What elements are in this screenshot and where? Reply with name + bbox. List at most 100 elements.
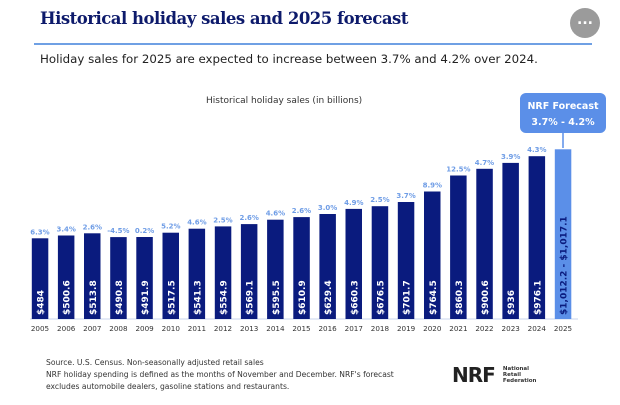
footnote-definition: NRF holiday spending is defined as the m… bbox=[46, 370, 394, 379]
x-tick-label: 2008 bbox=[109, 324, 128, 333]
growth-label: 4.6% bbox=[266, 210, 285, 218]
bar-2012 bbox=[214, 226, 232, 319]
x-tick-label: 2012 bbox=[214, 324, 232, 333]
logo-line-national: National bbox=[502, 365, 530, 372]
x-tick-label: 2019 bbox=[397, 324, 416, 333]
growth-label: 4.9% bbox=[344, 199, 363, 207]
growth-label: 8.9% bbox=[423, 182, 442, 190]
growth-label: 2.6% bbox=[239, 214, 258, 222]
footnote-exclusions: excludes automobile dealers, gasoline st… bbox=[46, 382, 290, 391]
growth-label: 4.6% bbox=[187, 219, 206, 227]
bar-2005 bbox=[31, 238, 49, 319]
bar-value-label: $660.3 bbox=[350, 280, 360, 315]
growth-label: 2.5% bbox=[370, 196, 389, 204]
x-tick-label: 2021 bbox=[449, 324, 467, 333]
x-tick-label: 2023 bbox=[502, 324, 520, 333]
footnote: Source. U.S. Census. Non-seasonally adju… bbox=[46, 357, 394, 393]
x-tick-label: 2024 bbox=[528, 324, 547, 333]
bar-value-label: $900.6 bbox=[481, 280, 491, 315]
growth-label: 2.6% bbox=[83, 223, 102, 231]
footnote-source: Source. U.S. Census. Non-seasonally adju… bbox=[46, 358, 264, 367]
bar-value-label: $764.5 bbox=[429, 280, 439, 315]
bar-value-label: $569.1 bbox=[246, 280, 256, 315]
bar-2015 bbox=[293, 217, 310, 319]
bar-chart: $484 6.3% 2005 $500.6 3.4% 2006 $513.8 2.6% 2007… bbox=[30, 93, 606, 333]
bar-2010 bbox=[162, 232, 179, 319]
bar-2011 bbox=[188, 228, 206, 319]
bar-2017 bbox=[345, 208, 362, 319]
growth-label: 2.6% bbox=[292, 207, 311, 215]
x-tick-label: 2011 bbox=[188, 324, 206, 333]
x-tick-label: 2017 bbox=[345, 324, 363, 333]
x-tick-label: 2009 bbox=[135, 324, 154, 333]
bar-value-label: $541.3 bbox=[193, 280, 203, 315]
bar-2020 bbox=[424, 191, 441, 319]
x-tick-label: 2014 bbox=[266, 324, 285, 333]
growth-label: 4.3% bbox=[527, 146, 546, 154]
x-tick-label: 2016 bbox=[318, 324, 337, 333]
bar-value-label: $517.5 bbox=[167, 280, 177, 315]
subtitle: Holiday sales for 2025 are expected to i… bbox=[40, 52, 538, 66]
growth-label: 6.3% bbox=[30, 228, 49, 236]
bar-value-label: $554.9 bbox=[220, 280, 230, 315]
bar-2022 bbox=[476, 168, 493, 319]
x-tick-label: 2018 bbox=[371, 324, 390, 333]
bar-value-label: $491.9 bbox=[141, 280, 151, 315]
growth-label: 3.4% bbox=[56, 226, 75, 234]
nrf-logo-mark: NRF bbox=[452, 363, 496, 387]
nrf-logo-text: National Retail Federation bbox=[503, 366, 537, 385]
growth-label: 3.0% bbox=[318, 204, 337, 212]
bar-2023 bbox=[502, 162, 519, 319]
bar-2018 bbox=[371, 206, 389, 319]
bar-value-label: $976.1 bbox=[533, 280, 543, 315]
x-tick-label: 2007 bbox=[83, 324, 101, 333]
bar-2013 bbox=[240, 224, 258, 319]
growth-label: 4.7% bbox=[475, 159, 494, 167]
bar-value-label: $595.5 bbox=[272, 280, 282, 315]
bar-value-label: $936 bbox=[507, 290, 517, 315]
forecast-callout: NRF Forecast 3.7% - 4.2% bbox=[520, 93, 606, 148]
logo-line-retail: Retail bbox=[502, 371, 521, 378]
bar-2007 bbox=[84, 233, 101, 319]
growth-label: 3.9% bbox=[501, 153, 520, 161]
bar-2019 bbox=[397, 202, 415, 319]
bar-2024 bbox=[528, 156, 546, 319]
bar-value-label: $860.3 bbox=[455, 280, 465, 315]
page-title: Historical holiday sales and 2025 foreca… bbox=[40, 9, 408, 28]
bar-value-label: $484 bbox=[37, 290, 47, 315]
bar-forecast-2025 bbox=[554, 149, 572, 319]
x-tick-label: 2015 bbox=[292, 324, 310, 333]
callout-line2: 3.7% - 4.2% bbox=[531, 117, 595, 128]
ellipsis-icon: ... bbox=[577, 12, 593, 28]
x-tick-label: 2010 bbox=[162, 324, 181, 333]
logo-line-federation: Federation bbox=[502, 378, 537, 385]
bar-value-label: $490.8 bbox=[115, 280, 125, 315]
growth-label: 5.2% bbox=[161, 223, 180, 231]
bar-2014 bbox=[267, 219, 284, 319]
bar-value-label: $500.6 bbox=[63, 280, 73, 315]
growth-label: 2.5% bbox=[213, 216, 232, 224]
bar-2006 bbox=[57, 235, 75, 319]
nrf-logo: NRF National Retail Federation bbox=[452, 363, 536, 387]
bar-value-label: $676.5 bbox=[376, 280, 386, 315]
x-tick-label: 2013 bbox=[240, 324, 258, 333]
bar-value-label: $629.4 bbox=[324, 280, 334, 315]
bar-value-label: $1,012.2 - $1,017.1 bbox=[560, 216, 570, 315]
growth-label: -4.5% bbox=[107, 227, 129, 235]
bar-value-label: $610.9 bbox=[298, 280, 308, 315]
bar-value-label: $701.7 bbox=[403, 280, 413, 315]
x-tick-label: 2025 bbox=[554, 324, 572, 333]
more-options-button[interactable]: ... bbox=[570, 8, 600, 38]
bar-2009 bbox=[136, 237, 153, 319]
bar-2021 bbox=[450, 175, 467, 319]
bar-2016 bbox=[319, 214, 336, 319]
growth-label: 0.2% bbox=[135, 227, 154, 235]
growth-label: 3.7% bbox=[396, 192, 415, 200]
x-tick-label: 2006 bbox=[57, 324, 76, 333]
chart-title: Historical holiday sales (in billions) bbox=[206, 96, 363, 106]
callout-box bbox=[520, 93, 606, 133]
title-divider bbox=[34, 43, 592, 45]
x-tick-label: 2020 bbox=[423, 324, 442, 333]
bar-value-label: $513.8 bbox=[89, 280, 99, 315]
x-tick-label: 2022 bbox=[475, 324, 493, 333]
